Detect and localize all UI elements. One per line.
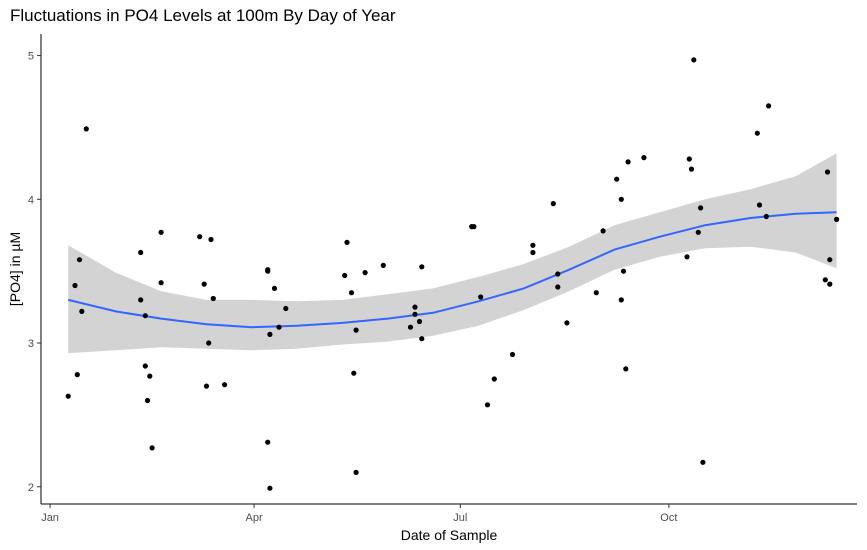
data-point	[353, 469, 359, 475]
data-point	[827, 257, 833, 263]
data-point	[79, 308, 85, 314]
data-point	[265, 268, 271, 274]
confidence-band	[68, 153, 837, 354]
y-tick-label: 4	[28, 194, 34, 206]
data-point	[362, 270, 368, 276]
data-point	[698, 205, 704, 211]
data-point	[695, 229, 701, 235]
data-point	[271, 285, 278, 291]
data-point	[351, 370, 357, 376]
data-point	[564, 320, 570, 326]
smooth-line-layer	[67, 211, 837, 329]
data-point	[138, 297, 144, 303]
data-point	[210, 295, 216, 302]
data-point	[65, 393, 71, 399]
data-point	[700, 459, 706, 465]
data-point	[76, 257, 83, 263]
y-tick-label: 3	[28, 338, 34, 350]
data-point	[201, 281, 207, 287]
data-point	[618, 196, 624, 202]
data-point	[267, 331, 273, 337]
data-point	[555, 284, 561, 290]
y-axis-title: [PO4] in µM	[7, 232, 23, 306]
data-point	[267, 485, 273, 491]
data-point	[380, 262, 386, 268]
data-point	[491, 376, 497, 382]
data-point	[756, 202, 763, 208]
data-point	[158, 280, 164, 286]
data-point	[471, 224, 477, 230]
data-point	[203, 383, 210, 389]
data-point	[344, 239, 350, 245]
data-point	[412, 311, 418, 317]
data-point	[407, 324, 414, 330]
data-point	[620, 268, 627, 274]
data-point	[822, 277, 828, 283]
data-point	[641, 155, 647, 161]
data-point	[509, 351, 516, 358]
data-point	[593, 290, 599, 296]
data-point	[222, 382, 228, 388]
data-point	[688, 166, 695, 172]
data-point	[416, 318, 423, 325]
data-point	[419, 264, 425, 270]
data-point	[412, 304, 418, 310]
data-point	[348, 290, 355, 296]
data-point	[142, 313, 148, 319]
x-tick-label: Jan	[41, 512, 59, 524]
data-point	[623, 366, 629, 372]
data-point	[550, 201, 556, 207]
data-point	[766, 103, 772, 109]
data-point	[276, 324, 282, 330]
x-axis-title: Date of Sample	[401, 527, 498, 543]
data-point	[827, 281, 833, 287]
data-point	[419, 336, 425, 342]
data-point	[353, 327, 359, 333]
data-point	[206, 340, 212, 346]
data-point	[834, 216, 840, 222]
data-points	[65, 57, 840, 491]
y-tick-label: 2	[28, 482, 34, 494]
data-point	[72, 282, 78, 289]
data-point	[555, 271, 561, 277]
data-point	[691, 57, 697, 63]
data-point	[754, 130, 760, 136]
data-point	[144, 397, 151, 404]
chart-title: Fluctuations in PO4 Levels at 100m By Da…	[10, 6, 396, 25]
data-point	[149, 445, 155, 451]
x-tick-label: Oct	[660, 512, 677, 524]
data-point	[197, 234, 203, 240]
data-point	[763, 213, 769, 220]
x-tick-label: Apr	[246, 512, 263, 524]
data-point	[208, 236, 214, 243]
data-point	[824, 169, 831, 175]
data-point	[74, 372, 80, 378]
data-point	[625, 159, 631, 165]
data-point	[484, 402, 491, 408]
smooth-line	[67, 211, 837, 329]
data-point	[618, 297, 624, 303]
x-tick-label: Jul	[453, 512, 467, 524]
y-tick-label: 5	[28, 51, 34, 63]
data-point	[283, 305, 289, 312]
data-point	[158, 229, 164, 235]
data-point	[83, 126, 89, 132]
data-point	[138, 249, 144, 256]
data-point	[142, 363, 148, 369]
data-point	[265, 439, 271, 445]
data-point	[686, 156, 692, 162]
data-point	[530, 242, 536, 248]
data-point	[614, 176, 620, 182]
data-point	[478, 294, 484, 300]
axes: 2 3 4 5 Jan Apr Jul Oct	[28, 34, 857, 524]
data-point	[342, 272, 348, 279]
data-point	[530, 249, 536, 256]
data-point	[600, 228, 606, 234]
data-point	[147, 373, 153, 379]
data-point	[684, 254, 690, 260]
confidence-band-layer	[68, 153, 837, 354]
